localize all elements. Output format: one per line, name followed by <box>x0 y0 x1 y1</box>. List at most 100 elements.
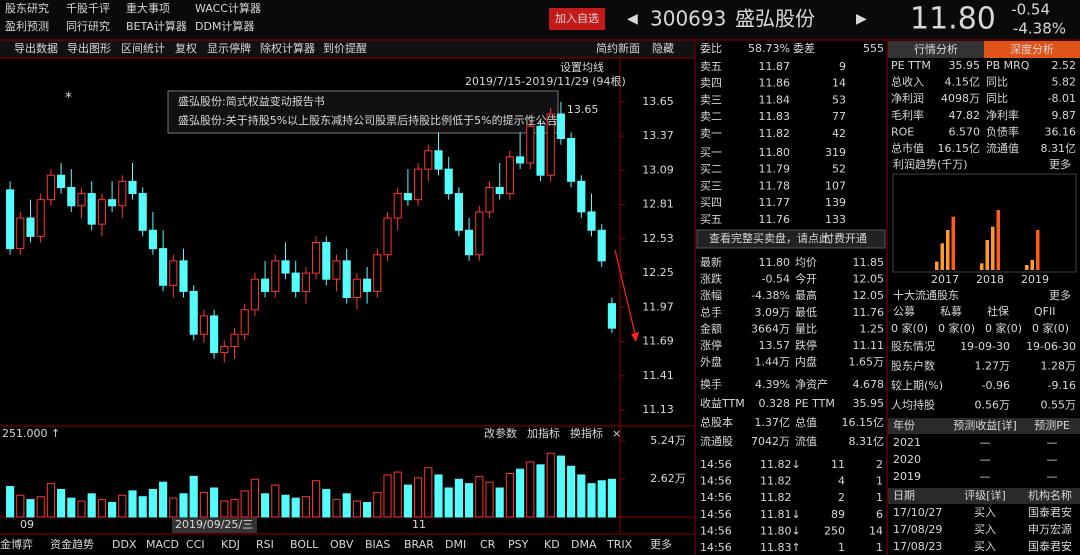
book-label: 买三 <box>700 179 722 192</box>
book-volume: 53 <box>832 93 846 106</box>
trade-count: 2 <box>876 458 883 471</box>
candle-body <box>495 186 504 195</box>
label: 净利率 <box>986 108 1019 122</box>
candle-body <box>383 217 392 256</box>
y-tick-label: 11.13 <box>642 403 674 416</box>
stat-value: 3664万 <box>751 322 790 335</box>
stock-name: 盛弘股份 <box>735 7 815 31</box>
book-label: 卖五 <box>700 60 722 73</box>
volume-bar <box>261 493 270 518</box>
table-cell: 国泰君安 <box>1028 505 1072 519</box>
menu-item: DDM计算器 <box>195 19 254 33</box>
candle-body <box>87 193 96 225</box>
y-tick-label: 13.65 <box>642 95 674 108</box>
prev-arrow[interactable]: ◀ <box>627 11 638 27</box>
toolbar-item: 到价提醒 <box>323 42 367 55</box>
candle-body <box>556 113 565 140</box>
next-arrow[interactable]: ▶ <box>856 11 867 27</box>
table-cell: — <box>1047 436 1058 449</box>
book-label: 买五 <box>700 213 722 226</box>
stat-value: 7042万 <box>751 435 790 448</box>
volume-bar <box>281 494 290 518</box>
table-header-cell: 预测PE <box>1034 419 1070 432</box>
table-header-cell: 年份 <box>893 418 915 432</box>
x-tick-label: 09 <box>20 518 34 531</box>
menu-item: 同行研究 <box>66 19 110 33</box>
stat-value: 0.328 <box>759 397 791 410</box>
trade-count: 1 <box>876 491 883 504</box>
stat-value: 4.678 <box>853 378 885 391</box>
profit-bar <box>935 261 939 270</box>
label: PE TTM <box>891 59 931 72</box>
candle-body <box>26 217 35 237</box>
y-tick-label: 12.53 <box>642 232 674 245</box>
profit-bar <box>991 226 995 270</box>
book-price: 11.78 <box>759 179 791 192</box>
label: 1.28万 <box>1041 360 1077 373</box>
indicator-tab: DMA <box>571 538 597 551</box>
candle-body <box>567 138 576 182</box>
table-header <box>888 488 1080 504</box>
stat-value: 16.15亿 <box>842 416 885 429</box>
label: 股东户数 <box>891 359 935 373</box>
book-volume: 52 <box>832 163 846 176</box>
volume-bar <box>46 483 55 518</box>
candle-body <box>301 272 310 292</box>
label: 股东情况 <box>891 340 935 353</box>
event-marker[interactable]: * <box>65 90 72 106</box>
fund-value: 8.31亿 <box>1041 142 1077 155</box>
volume-bar <box>373 491 382 518</box>
indicator-tab: BRAR <box>404 538 434 551</box>
fund-value: 4.15亿 <box>945 76 981 89</box>
indicator-tab: DMI <box>445 538 466 551</box>
tab-label: 行情分析 <box>914 42 958 56</box>
volume-bar <box>475 475 484 518</box>
notice-box[interactable] <box>696 229 886 249</box>
profit-bar <box>951 216 955 270</box>
label: 最高 <box>795 288 817 302</box>
tab[interactable] <box>888 41 984 58</box>
top-bar <box>0 0 1080 40</box>
candle-body <box>97 199 106 225</box>
book-label: 卖三 <box>700 93 722 106</box>
candle-body <box>159 248 168 286</box>
volume-bar <box>118 494 127 518</box>
label: 流值 <box>795 434 817 448</box>
book-price: 11.83 <box>759 110 791 123</box>
fund-value: -8.01 <box>1048 92 1076 105</box>
toolbar-item: 复权 <box>175 41 197 55</box>
tab-active[interactable] <box>984 41 1080 58</box>
volume-bar <box>77 500 86 518</box>
volume-bar <box>6 486 15 518</box>
book-label: 卖一 <box>700 127 722 140</box>
toolbar-bg <box>0 40 695 58</box>
trend-arrow <box>614 249 637 339</box>
holder-type: 社保 <box>987 304 1009 318</box>
table-cell: 17/10/27 <box>893 506 942 519</box>
trade-count: 1 <box>876 541 883 554</box>
holder-count: 0 家(0) <box>938 321 975 335</box>
candle-body <box>475 211 484 256</box>
book-price: 11.80 <box>759 146 791 159</box>
candle-body <box>6 189 15 250</box>
table-header <box>888 418 1080 434</box>
fund-value: 5.82 <box>1052 76 1077 89</box>
menu-item: 千股千评 <box>66 2 110 15</box>
toolbar-item: 除权计算器 <box>260 41 315 55</box>
label: 0.56万 <box>975 399 1011 412</box>
candle-body <box>332 260 341 280</box>
candle-body <box>179 260 188 292</box>
date-highlight <box>172 518 257 533</box>
add-watch-button[interactable] <box>549 8 605 30</box>
label: 58.73% <box>748 42 790 55</box>
volume-bar <box>454 478 463 518</box>
table-cell: 2020 <box>893 453 921 466</box>
indicator-tab: BIAS <box>365 538 390 551</box>
book-label: 卖二 <box>700 110 722 123</box>
indicator-tab: KD <box>544 538 560 551</box>
candle-body <box>577 180 586 213</box>
indicator-tool: 加指标 <box>527 426 560 440</box>
book-volume: 77 <box>832 110 846 123</box>
stat-value: 1.65万 <box>849 356 885 369</box>
label: 净利润 <box>891 91 924 105</box>
